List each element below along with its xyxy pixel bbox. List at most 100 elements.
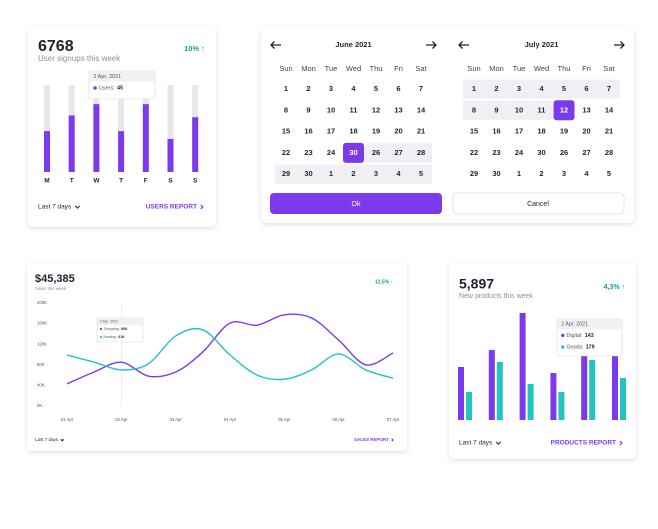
- day[interactable]: 10: [327, 105, 335, 114]
- report-link[interactable]: PRODUCTS REPORT: [551, 440, 616, 447]
- prev-month[interactable]: [270, 41, 281, 49]
- x-tick-label: S: [168, 178, 173, 185]
- weekday: Thu: [558, 64, 571, 73]
- day[interactable]: 1: [517, 169, 521, 178]
- day[interactable]: 9: [494, 105, 498, 114]
- day[interactable]: 26: [560, 148, 568, 157]
- day[interactable]: 21: [417, 127, 425, 136]
- report-link[interactable]: SALES REPORT: [354, 437, 389, 442]
- day[interactable]: 9: [306, 105, 310, 114]
- x-tick-label: W: [93, 178, 100, 185]
- day[interactable]: 28: [605, 148, 613, 157]
- day[interactable]: 8: [472, 105, 476, 114]
- day[interactable]: 12: [372, 105, 380, 114]
- day[interactable]: 12: [560, 105, 568, 114]
- day[interactable]: 3: [329, 84, 333, 93]
- day[interactable]: 2: [494, 84, 498, 93]
- range-cell: [387, 143, 410, 163]
- report-link[interactable]: USERS REPORT: [146, 204, 197, 211]
- day[interactable]: 3: [562, 169, 566, 178]
- day[interactable]: 3: [374, 169, 378, 178]
- day[interactable]: 19: [560, 127, 568, 136]
- day[interactable]: 5: [374, 84, 378, 93]
- subtitle: New products this week: [459, 293, 533, 300]
- day[interactable]: 11: [350, 105, 358, 114]
- day[interactable]: 10: [515, 105, 523, 114]
- day[interactable]: 17: [327, 127, 335, 136]
- day[interactable]: 8: [284, 105, 288, 114]
- day[interactable]: 14: [417, 105, 426, 114]
- day[interactable]: 23: [304, 148, 312, 157]
- day[interactable]: 18: [349, 127, 357, 136]
- day[interactable]: 13: [394, 105, 402, 114]
- range-cell: [507, 100, 531, 120]
- day[interactable]: 4: [584, 169, 589, 178]
- month-title: June 2021: [335, 40, 371, 49]
- day[interactable]: 7: [607, 84, 611, 93]
- day[interactable]: 27: [394, 148, 402, 157]
- day[interactable]: 29: [282, 169, 290, 178]
- prev-month[interactable]: [458, 41, 469, 49]
- day[interactable]: 3: [517, 84, 521, 93]
- chevron-down: [74, 205, 81, 209]
- y-tick-label: 120K: [37, 341, 47, 346]
- next-month[interactable]: [426, 41, 437, 49]
- day[interactable]: 28: [417, 148, 425, 157]
- day[interactable]: 14: [605, 105, 614, 114]
- y-tick-label: 200K: [37, 300, 47, 305]
- day[interactable]: 22: [282, 148, 290, 157]
- day[interactable]: 22: [470, 148, 478, 157]
- day[interactable]: 21: [605, 127, 613, 136]
- day[interactable]: 16: [304, 127, 312, 136]
- day[interactable]: 6: [396, 84, 400, 93]
- day[interactable]: 27: [582, 148, 590, 157]
- day[interactable]: 18: [537, 127, 545, 136]
- day[interactable]: 1: [329, 169, 333, 178]
- tooltip-dot: [99, 335, 103, 339]
- chevron-down: [60, 438, 65, 442]
- day[interactable]: 6: [584, 84, 588, 93]
- day[interactable]: 13: [582, 105, 590, 114]
- day[interactable]: 24: [515, 148, 524, 157]
- day[interactable]: 24: [327, 148, 336, 157]
- day[interactable]: 30: [492, 169, 500, 178]
- next-month[interactable]: [614, 41, 625, 49]
- day[interactable]: 16: [492, 127, 500, 136]
- day[interactable]: 30: [304, 169, 312, 178]
- day[interactable]: 30: [537, 148, 545, 157]
- day[interactable]: 2: [351, 169, 355, 178]
- day[interactable]: 4: [396, 169, 401, 178]
- title: 6768: [38, 38, 74, 55]
- day[interactable]: 23: [492, 148, 500, 157]
- day[interactable]: 1: [472, 84, 476, 93]
- day[interactable]: 17: [515, 127, 523, 136]
- day[interactable]: 20: [582, 127, 590, 136]
- day[interactable]: 15: [470, 127, 478, 136]
- bar: [581, 330, 588, 420]
- tooltip-value: 80K: [121, 327, 128, 331]
- day[interactable]: 2: [539, 169, 543, 178]
- day[interactable]: 2: [306, 84, 310, 93]
- day[interactable]: 15: [282, 127, 290, 136]
- day[interactable]: 20: [394, 127, 402, 136]
- ok-button[interactable]: [270, 193, 442, 214]
- day[interactable]: 7: [419, 84, 423, 93]
- day[interactable]: 30: [349, 148, 357, 157]
- range-cell: [597, 79, 621, 99]
- day[interactable]: 29: [470, 169, 478, 178]
- subtitle: Sales this week: [35, 286, 67, 291]
- day[interactable]: 11: [538, 105, 546, 114]
- day[interactable]: 4: [351, 84, 356, 93]
- day[interactable]: 19: [372, 127, 380, 136]
- bar: [167, 138, 174, 172]
- day[interactable]: 4: [539, 84, 544, 93]
- day[interactable]: 5: [562, 84, 566, 93]
- day[interactable]: 5: [607, 169, 611, 178]
- range-cell: [485, 79, 508, 99]
- bar: [466, 392, 472, 420]
- y-tick-label: 160K: [37, 321, 47, 326]
- day[interactable]: 5: [419, 169, 423, 178]
- cancel-button[interactable]: [452, 192, 625, 215]
- day[interactable]: 1: [284, 84, 288, 93]
- day[interactable]: 26: [372, 148, 380, 157]
